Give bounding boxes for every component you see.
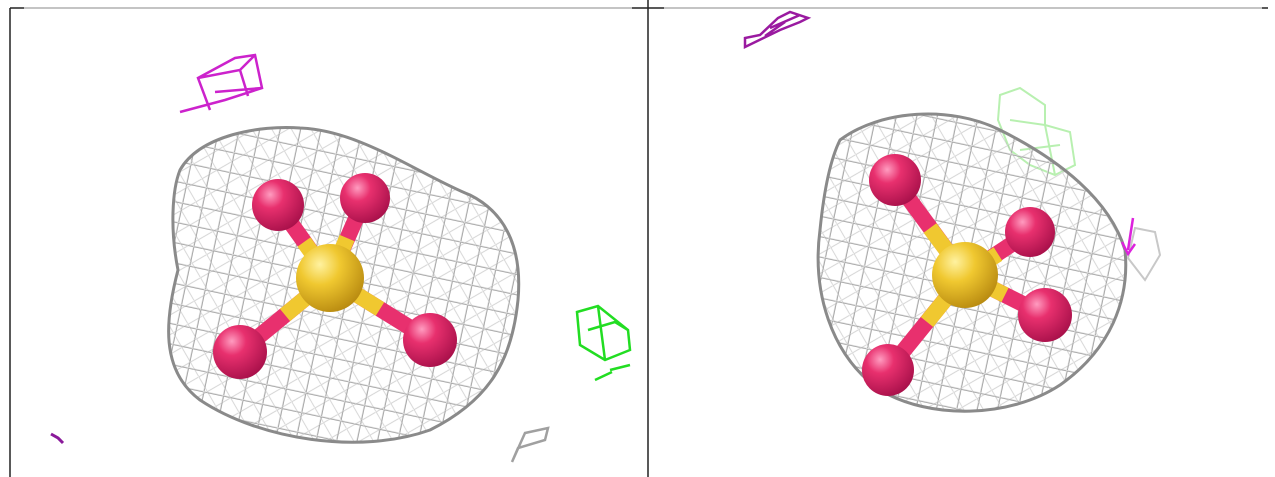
molecule — [862, 154, 1072, 396]
mesh-outline — [167, 126, 521, 444]
right-panel — [743, 10, 1162, 413]
fragment-purple — [50, 432, 65, 445]
fragment-magenta — [1120, 217, 1137, 257]
fragment-green — [575, 304, 632, 382]
fragment-magenta — [179, 53, 264, 114]
molecule — [213, 173, 457, 379]
mesh-outline — [816, 112, 1128, 413]
left-panel — [50, 53, 632, 463]
fragment-grey — [510, 426, 550, 463]
fragment-purple — [743, 10, 812, 49]
fragment-grey — [1126, 226, 1162, 282]
